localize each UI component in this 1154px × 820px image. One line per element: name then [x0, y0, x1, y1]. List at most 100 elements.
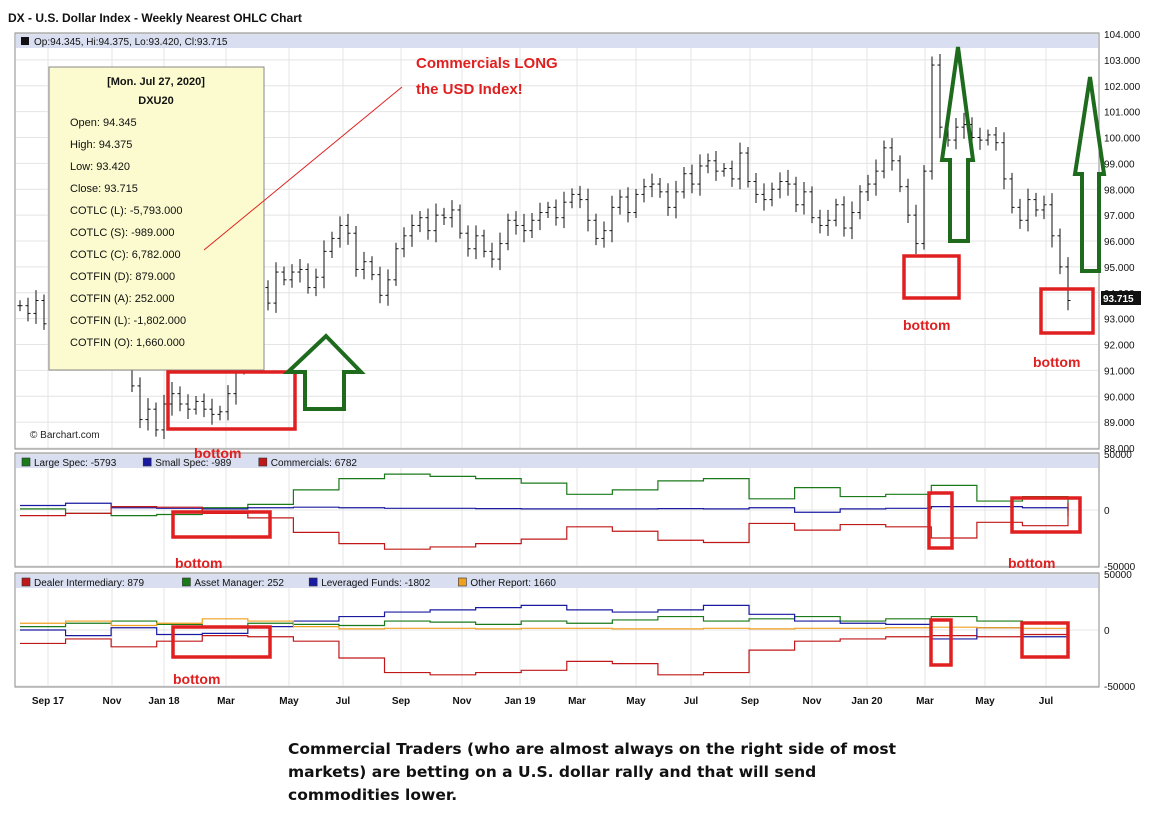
legend-swatch — [21, 457, 31, 467]
ohlc-bar — [841, 196, 847, 237]
legend-label: Large Spec: -5793 — [34, 458, 117, 469]
bottom-box-2018-price — [166, 370, 297, 431]
ohlc-bar — [209, 398, 215, 425]
legend-label: Other Report: 1660 — [470, 578, 556, 589]
tooltip-date: [Mon. Jul 27, 2020] — [107, 76, 205, 88]
ohlc-bar — [577, 185, 583, 209]
ohlc-bar — [937, 54, 943, 139]
price-header-bar — [16, 34, 1098, 48]
cot-legacy-header — [16, 454, 1098, 468]
ohlc-bar — [465, 225, 471, 257]
x-axis: Sep 17 Nov Jan 18 Mar May Jul Sep Nov Jan 19 Mar M… — [32, 696, 1054, 707]
ohlc-bar — [489, 242, 495, 268]
x-tick-label: Mar — [916, 696, 934, 707]
x-tick-label: Mar — [217, 696, 235, 707]
ohlc-bar — [457, 204, 463, 239]
price-y-tick-label: 98.000 — [1104, 185, 1135, 196]
ohlc-bar — [153, 402, 159, 437]
price-y-tick-label: 102.000 — [1104, 82, 1141, 93]
ohlc-bar — [265, 280, 271, 311]
ohlc-bar — [705, 153, 711, 174]
tooltip-line: High: 94.375 — [70, 139, 132, 151]
ohlc-bar — [305, 263, 311, 294]
tooltip-line: COTLC (C): 6,782.000 — [70, 249, 181, 261]
up-arrow-2018 — [282, 333, 366, 411]
ohlc-bar — [337, 216, 343, 248]
ohlc-bar — [529, 213, 535, 238]
ohlc-bar — [777, 172, 783, 199]
ohlc-bar — [905, 178, 911, 224]
ohlc-bar — [393, 242, 399, 286]
ohlc-bar — [625, 187, 631, 223]
ohlc-bar — [145, 398, 151, 431]
x-tick-label: Jul — [684, 696, 699, 707]
tooltip-line: Low: 93.420 — [70, 161, 130, 173]
bottom-label-jul2020-price: bottom — [1033, 354, 1080, 370]
up-arrow-mar2020 — [939, 46, 976, 243]
ohlc-bar — [385, 269, 391, 306]
ohlc-bar — [1017, 198, 1023, 229]
price-y-tick-label: 99.000 — [1104, 159, 1135, 170]
ohlc-bar — [665, 183, 671, 216]
ohlc-bar — [865, 174, 871, 201]
ohlc-bar — [857, 185, 863, 220]
ohlc-bar — [25, 297, 31, 322]
ohlc-bar — [281, 266, 287, 286]
legend-swatch — [458, 577, 467, 587]
ohlc-bar — [881, 140, 887, 179]
ohlc-bar — [697, 154, 703, 196]
ohlc-bar — [1033, 192, 1039, 217]
ohlc-bar — [873, 159, 879, 196]
tooltip-line: COTFIN (L): -1,802.000 — [70, 315, 186, 327]
ohlc-bar — [537, 202, 543, 231]
ohlc-bar — [1025, 188, 1031, 232]
ohlc-bar — [889, 138, 895, 171]
bottom-box-2018-cot-legacy — [171, 510, 272, 539]
ohlc-bar — [897, 155, 903, 193]
bottom-label-mar2020-price: bottom — [903, 317, 950, 333]
tooltip-line: COTLC (L): -5,793.000 — [70, 205, 183, 217]
ohlc-bar — [345, 213, 351, 245]
price-y-tick-label: 93.000 — [1104, 315, 1135, 326]
legend-swatch — [258, 457, 268, 467]
price-y-tick-label: 96.000 — [1104, 237, 1135, 248]
ohlc-bar — [849, 201, 855, 240]
price-y-tick-label: 100.000 — [1104, 134, 1141, 145]
ohlc-bar — [201, 393, 207, 418]
last-price-label: 93.715 — [1103, 294, 1134, 305]
x-tick-label: Nov — [453, 696, 472, 707]
x-tick-label: Sep — [741, 696, 759, 707]
cot-financial-legend: Dealer Intermediary: 879 Asset Manager: 2… — [21, 577, 556, 589]
bottom-box-mar2020-cot-legacy — [927, 491, 954, 550]
ohlc-bar — [289, 264, 295, 288]
x-tick-label: Sep — [392, 696, 410, 707]
tooltip-line: COTFIN (D): 879.000 — [70, 271, 175, 283]
x-tick-label: May — [975, 696, 995, 707]
bottom-boxes — [166, 254, 1095, 667]
cot-y-tick-label: -50000 — [1104, 562, 1136, 573]
tooltip-lines: Open: 94.345 High: 94.375 Low: 93.420 Close… — [70, 117, 186, 349]
ohlc-bar — [713, 151, 719, 181]
price-y-tick-label: 104.000 — [1104, 30, 1141, 41]
ohlc-bar — [793, 176, 799, 213]
x-tick-label: May — [626, 696, 646, 707]
cot-y-tick-label: 0 — [1104, 506, 1110, 517]
price-y-tick-label: 95.000 — [1104, 263, 1135, 274]
ohlc-bar — [321, 240, 327, 289]
ohlc-bar — [825, 209, 831, 236]
ohlc-bar — [185, 394, 191, 419]
ohlc-bar — [921, 165, 927, 250]
ohlc-bar — [649, 173, 655, 198]
legend-label: Small Spec: -989 — [155, 458, 232, 469]
ohlc-bar — [137, 377, 143, 429]
ohlc-bar — [801, 182, 807, 215]
ohlc-bar — [953, 117, 959, 150]
ohlc-bar — [689, 164, 695, 194]
ohlc-bar — [641, 178, 647, 203]
bottom-label-2018-cot-financial: bottom — [173, 671, 220, 687]
bottom-label-2018-price: bottom — [194, 445, 241, 461]
ohlc-bar — [561, 191, 567, 229]
ohlc-bar — [225, 385, 231, 421]
